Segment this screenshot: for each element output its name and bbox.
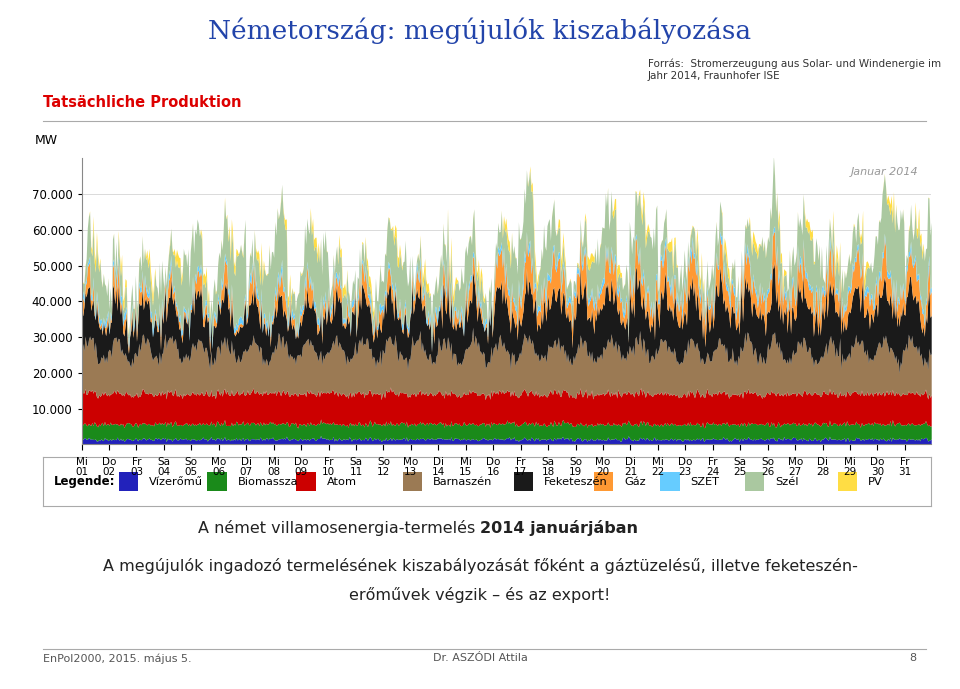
Text: So: So (185, 457, 198, 467)
Text: 08: 08 (267, 467, 280, 477)
Text: Do: Do (294, 457, 308, 467)
Bar (403, 472, 422, 491)
Text: Forrás:  Stromerzeugung aus Solar- und Windenergie im
Jahr 2014, Fraunhofer ISE: Forrás: Stromerzeugung aus Solar- und Wi… (648, 59, 941, 81)
Text: 03: 03 (130, 467, 143, 477)
Bar (514, 472, 534, 491)
Text: Mi: Mi (76, 457, 87, 467)
Text: Do: Do (871, 457, 885, 467)
Text: Di: Di (625, 457, 636, 467)
Text: Mo: Mo (787, 457, 803, 467)
Text: 05: 05 (185, 467, 198, 477)
Text: Mi: Mi (652, 457, 664, 467)
Text: MW: MW (35, 134, 58, 147)
Text: So: So (569, 457, 582, 467)
Text: 31: 31 (899, 467, 912, 477)
Text: 09: 09 (295, 467, 308, 477)
Text: Sa: Sa (733, 457, 747, 467)
Text: 19: 19 (569, 467, 582, 477)
Text: Sa: Sa (157, 457, 171, 467)
Text: Di: Di (817, 457, 828, 467)
Text: Biomassza: Biomassza (238, 477, 299, 486)
Text: 11: 11 (349, 467, 363, 477)
Text: 21: 21 (624, 467, 637, 477)
Text: 20: 20 (596, 467, 610, 477)
Text: Januar 2014: Januar 2014 (851, 167, 919, 177)
Text: Mi: Mi (460, 457, 471, 467)
Text: 8: 8 (910, 653, 917, 664)
Bar (593, 472, 613, 491)
Text: Mo: Mo (403, 457, 419, 467)
Text: So: So (377, 457, 390, 467)
Text: 30: 30 (871, 467, 884, 477)
Bar (119, 472, 138, 491)
Text: 13: 13 (404, 467, 418, 477)
Text: Vízerőmű: Vízerőmű (149, 477, 203, 486)
Text: Atom: Atom (326, 477, 356, 486)
Text: 12: 12 (377, 467, 390, 477)
Text: Mi: Mi (268, 457, 279, 467)
Text: PV: PV (868, 477, 883, 486)
Text: 07: 07 (240, 467, 252, 477)
Bar (207, 472, 227, 491)
Text: Fr: Fr (132, 457, 141, 467)
Text: Fr: Fr (708, 457, 717, 467)
Text: Fr: Fr (324, 457, 333, 467)
Text: Gáz: Gáz (624, 477, 645, 486)
Text: 02: 02 (103, 467, 115, 477)
Text: 23: 23 (679, 467, 692, 477)
Text: 26: 26 (761, 467, 775, 477)
Text: 2014 januárjában: 2014 januárjában (480, 520, 638, 536)
Bar (660, 472, 680, 491)
Text: 10: 10 (322, 467, 335, 477)
Text: 16: 16 (487, 467, 500, 477)
Text: A német villamosenergia-termelés: A német villamosenergia-termelés (198, 520, 480, 536)
Text: Do: Do (486, 457, 500, 467)
Text: 06: 06 (212, 467, 226, 477)
Text: Szél: Szél (775, 477, 799, 486)
Text: EnPol2000, 2015. május 5.: EnPol2000, 2015. május 5. (43, 653, 192, 664)
Text: 24: 24 (707, 467, 719, 477)
Text: 15: 15 (459, 467, 472, 477)
Text: Feketeszén: Feketeszén (544, 477, 608, 486)
Bar (297, 472, 316, 491)
Text: Di: Di (433, 457, 444, 467)
Text: 29: 29 (844, 467, 856, 477)
Text: 28: 28 (816, 467, 829, 477)
Text: A megújulók ingadozó termelésének kiszabályozását főként a gáztüzelésű, illetve : A megújulók ingadozó termelésének kiszab… (103, 558, 857, 574)
Text: 18: 18 (541, 467, 555, 477)
Bar (745, 472, 764, 491)
Text: Németország: megújulók kiszabályozása: Németország: megújulók kiszabályozása (208, 17, 752, 43)
Text: So: So (761, 457, 774, 467)
Text: 04: 04 (157, 467, 171, 477)
Bar (838, 472, 857, 491)
Text: Barnaszén: Barnaszén (433, 477, 492, 486)
Text: erőművek végzik – és az export!: erőművek végzik – és az export! (349, 587, 611, 603)
Text: 22: 22 (651, 467, 664, 477)
Text: Fr: Fr (900, 457, 910, 467)
Text: 14: 14 (432, 467, 445, 477)
Text: SZET: SZET (690, 477, 720, 486)
Text: Tatsächliche Produktion: Tatsächliche Produktion (43, 95, 242, 110)
Text: Mo: Mo (595, 457, 611, 467)
Text: Dr. ASZÓDI Attila: Dr. ASZÓDI Attila (433, 653, 527, 664)
Text: Di: Di (241, 457, 252, 467)
Text: Do: Do (102, 457, 116, 467)
Text: Mo: Mo (211, 457, 227, 467)
Text: 17: 17 (514, 467, 527, 477)
Text: 25: 25 (733, 467, 747, 477)
Text: Sa: Sa (349, 457, 363, 467)
Text: Legende:: Legende: (54, 475, 115, 488)
Text: 01: 01 (75, 467, 88, 477)
Text: 27: 27 (788, 467, 802, 477)
Text: Fr: Fr (516, 457, 525, 467)
Text: Sa: Sa (541, 457, 555, 467)
Text: Mi: Mi (844, 457, 856, 467)
Text: Do: Do (678, 457, 692, 467)
